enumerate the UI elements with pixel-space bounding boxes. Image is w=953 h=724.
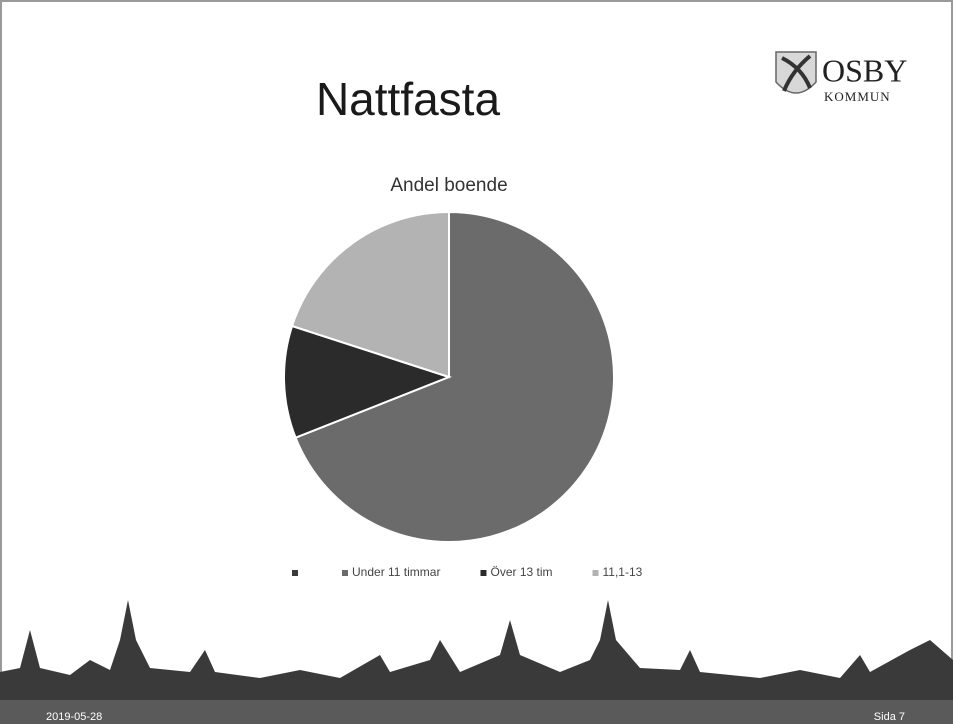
chart-title: Andel boende [390, 175, 507, 196]
logo: OSBY KOMMUN [775, 51, 907, 104]
pie-slice [294, 210, 615, 543]
footer-band [0, 700, 953, 724]
slide-title: Nattfasta [316, 73, 501, 125]
logo-emblem [781, 54, 812, 92]
legend-swatch [592, 570, 599, 576]
legend: Under 11 timmar Över 13 tim 11,1-13 [292, 565, 643, 579]
pie-slice [290, 210, 450, 379]
footer-date: 2019-05-28 [46, 711, 102, 723]
legend-label: Under 11 timmar [352, 565, 440, 579]
logo-name: OSBY [822, 52, 907, 88]
legend-swatch [292, 570, 298, 576]
logo-sub: KOMMUN [824, 89, 891, 104]
legend-swatch [480, 570, 487, 576]
legend-label: Över 13 tim [490, 565, 552, 579]
pie [283, 210, 615, 543]
skyline [0, 600, 953, 724]
legend-label: 11,1-13 [603, 565, 643, 579]
footer-skyline [0, 600, 953, 724]
pie-slice [283, 324, 452, 440]
footer-page: Sida 7 [874, 711, 905, 723]
legend-swatch [342, 570, 348, 576]
